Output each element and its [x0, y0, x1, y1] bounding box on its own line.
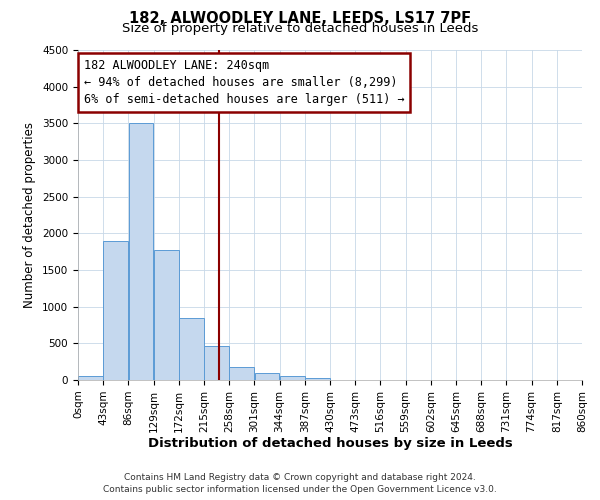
- X-axis label: Distribution of detached houses by size in Leeds: Distribution of detached houses by size …: [148, 438, 512, 450]
- Text: Contains HM Land Registry data © Crown copyright and database right 2024.
Contai: Contains HM Land Registry data © Crown c…: [103, 472, 497, 494]
- Bar: [179, 318, 204, 380]
- Text: 182, ALWOODLEY LANE, LEEDS, LS17 7PF: 182, ALWOODLEY LANE, LEEDS, LS17 7PF: [129, 11, 471, 26]
- Bar: [78, 376, 103, 380]
- Bar: [154, 250, 179, 380]
- Text: Size of property relative to detached houses in Leeds: Size of property relative to detached ho…: [122, 22, 478, 35]
- Bar: [254, 374, 280, 380]
- Bar: [103, 240, 128, 380]
- Bar: [280, 376, 305, 380]
- Bar: [128, 124, 154, 380]
- Y-axis label: Number of detached properties: Number of detached properties: [23, 122, 37, 308]
- Bar: [305, 378, 330, 380]
- Text: 182 ALWOODLEY LANE: 240sqm
← 94% of detached houses are smaller (8,299)
6% of se: 182 ALWOODLEY LANE: 240sqm ← 94% of deta…: [84, 59, 404, 106]
- Bar: [204, 346, 229, 380]
- Bar: [229, 367, 254, 380]
